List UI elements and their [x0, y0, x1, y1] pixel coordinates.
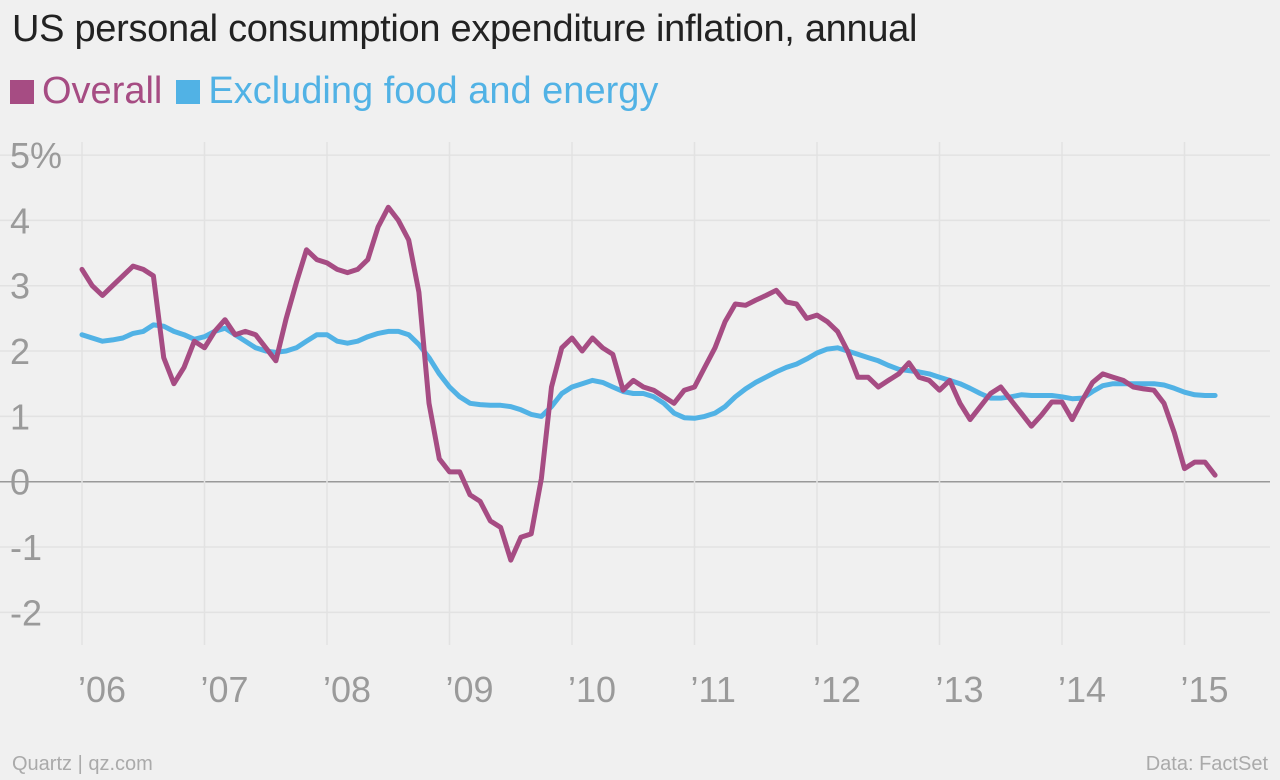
y-tick-label: 2 — [10, 331, 30, 372]
chart-title: US personal consumption expenditure infl… — [12, 8, 918, 50]
legend-swatch-overall — [10, 79, 34, 104]
y-tick-label: -2 — [10, 592, 42, 633]
y-tick-label: 4 — [10, 200, 30, 241]
x-tick-label: ’08 — [323, 669, 371, 710]
legend-item-overall: Overall — [10, 70, 162, 113]
y-tick-label: 5% — [10, 135, 62, 176]
chart-legend: Overall Excluding food and energy — [10, 70, 672, 113]
source-credit: Quartz | qz.com — [12, 753, 153, 775]
series-line-core — [79, 322, 1218, 421]
legend-label-core: Excluding food and energy — [208, 70, 659, 112]
legend-item-core: Excluding food and energy — [176, 70, 658, 113]
x-tick-label: ’09 — [446, 669, 494, 710]
legend-label-overall: Overall — [42, 70, 163, 112]
y-tick-label: -1 — [10, 527, 42, 568]
x-tick-label: ’07 — [201, 669, 249, 710]
x-tick-label: ’13 — [936, 669, 984, 710]
x-tick-label: ’14 — [1058, 669, 1106, 710]
legend-swatch-core — [176, 79, 201, 104]
y-tick-label: 0 — [10, 462, 30, 503]
series-line-overall — [79, 204, 1218, 563]
x-tick-label: ’12 — [813, 669, 861, 710]
x-tick-label: ’15 — [1181, 669, 1229, 710]
data-source: Data: FactSet — [1145, 753, 1268, 775]
x-tick-label: ’06 — [78, 669, 126, 710]
y-tick-label: 3 — [10, 266, 30, 307]
x-tick-label: ’11 — [691, 669, 736, 710]
x-tick-label: ’10 — [568, 669, 616, 710]
y-tick-label: 1 — [10, 396, 30, 437]
